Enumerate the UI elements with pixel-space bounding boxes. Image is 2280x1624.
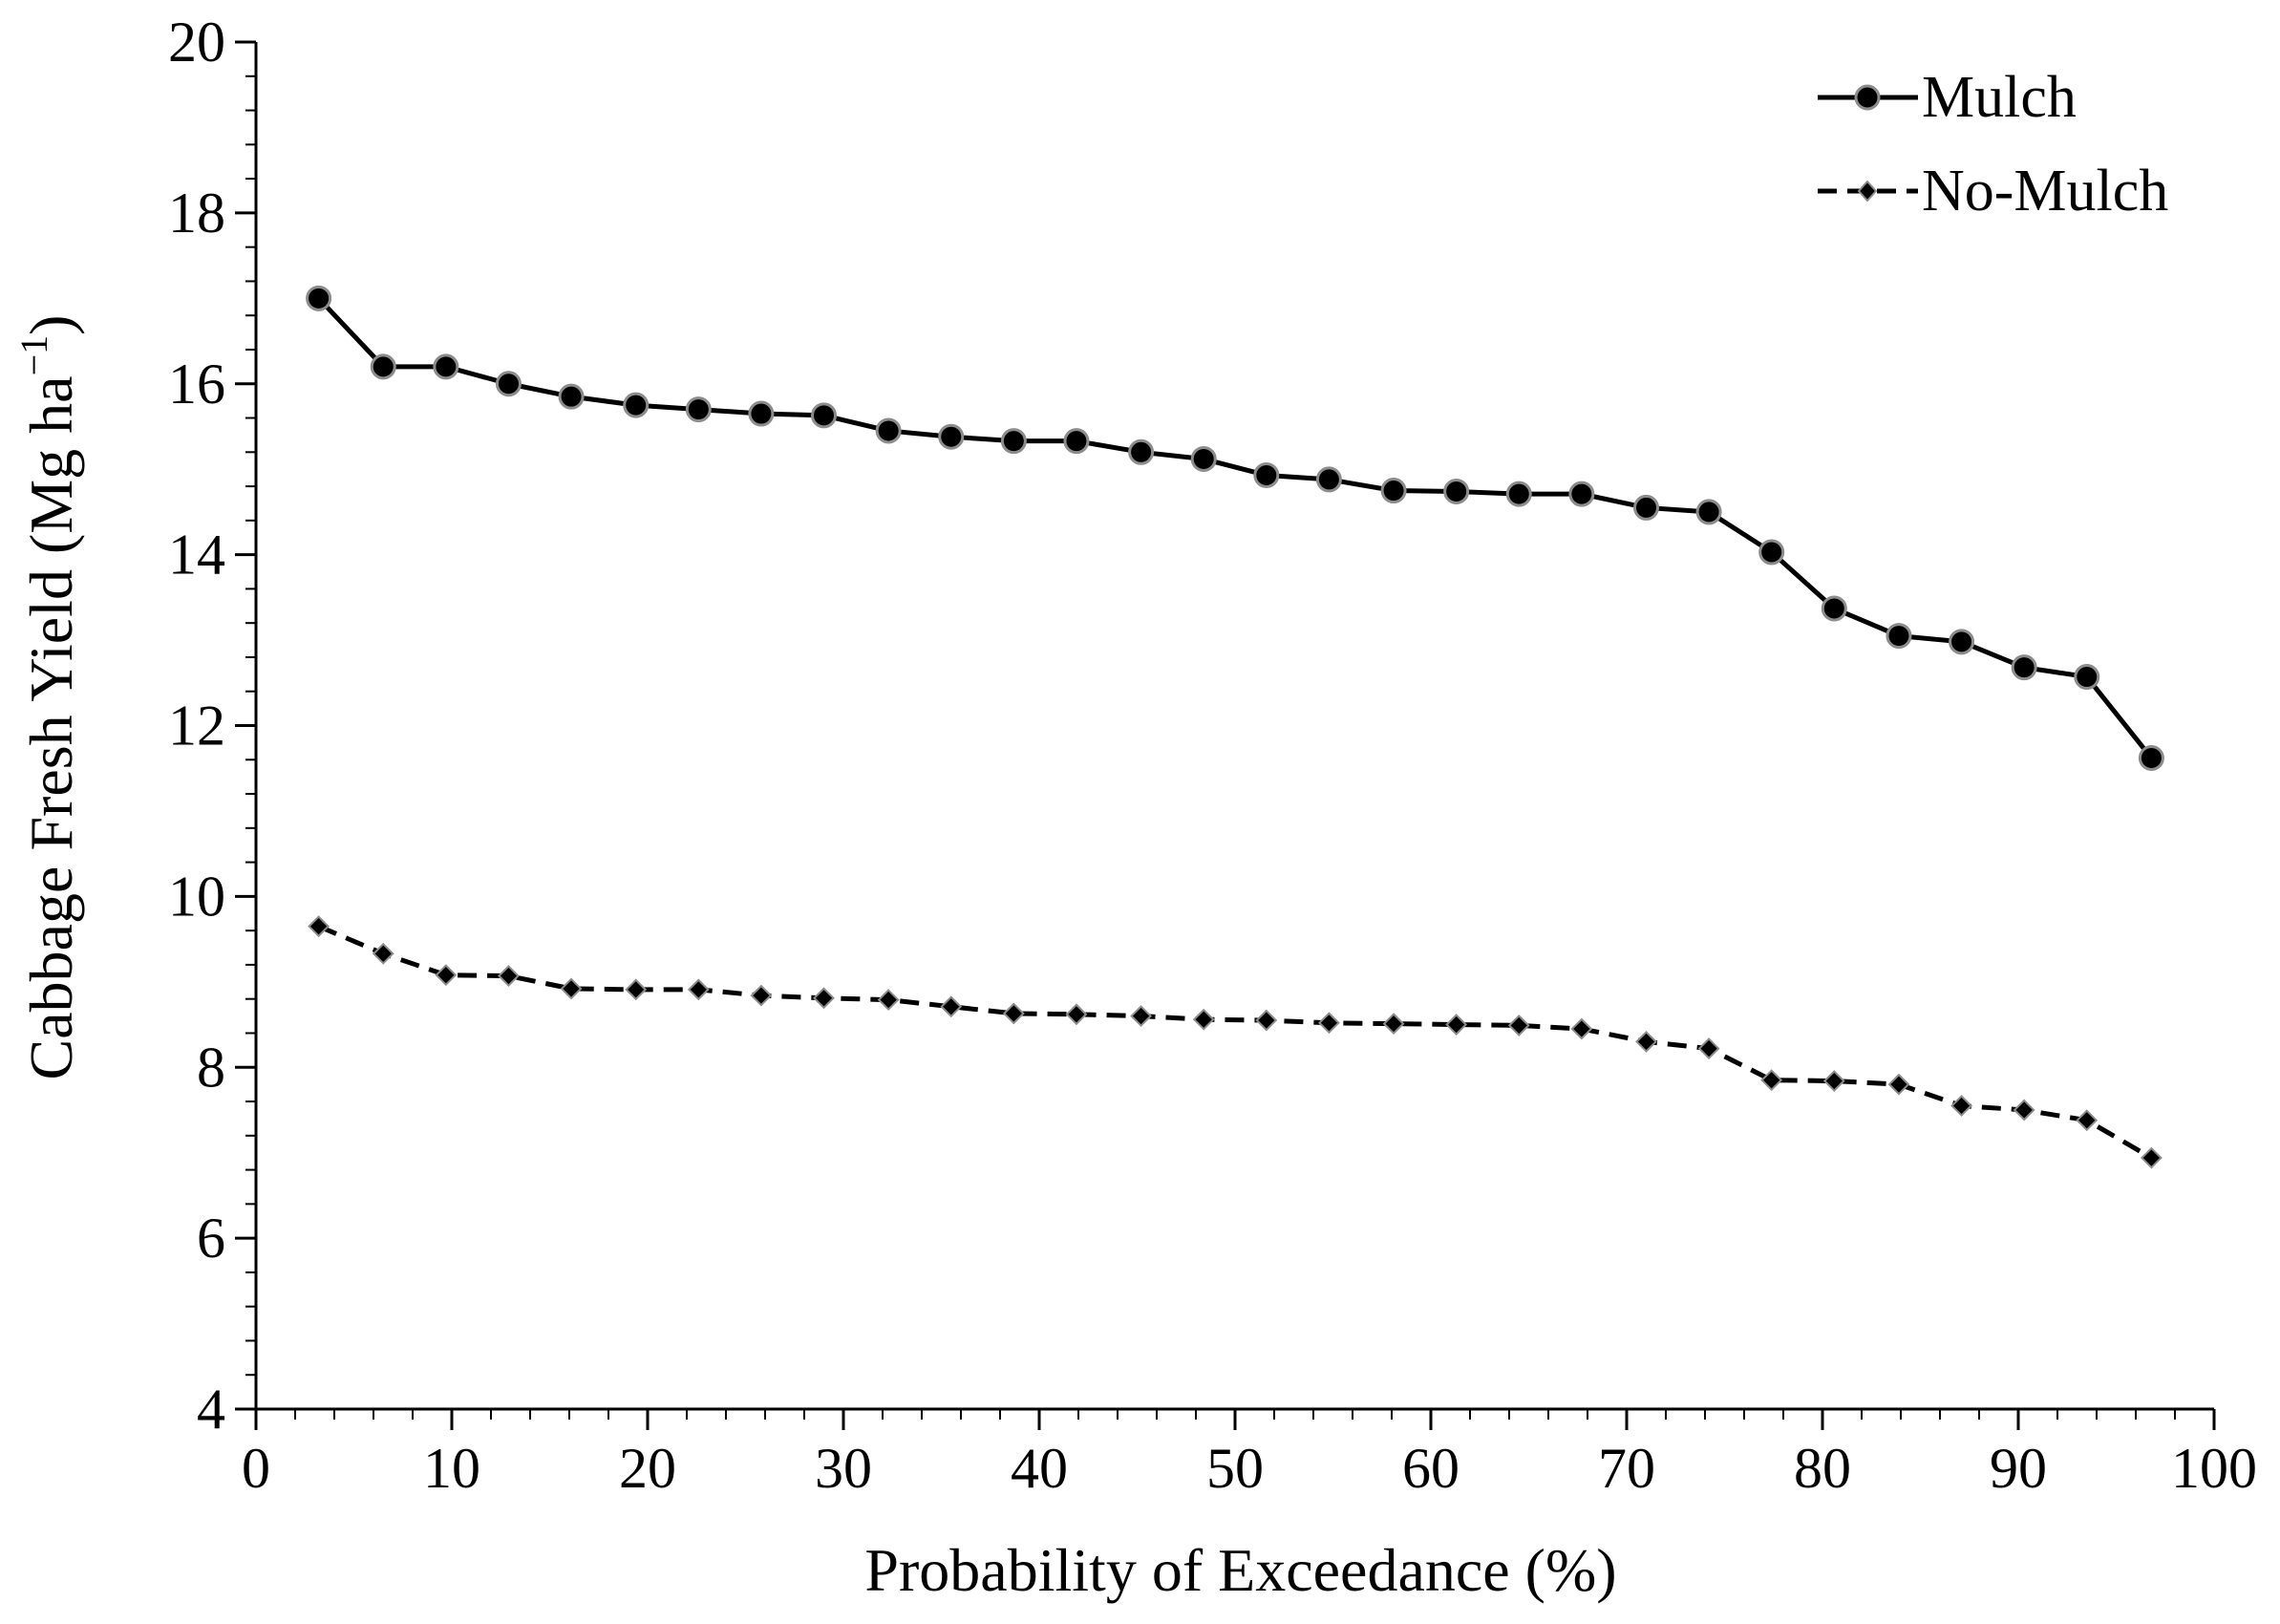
data-point-mulch (1063, 428, 1090, 455)
data-point-mulch (1315, 466, 1342, 493)
data-point-no-mulch (1065, 1003, 1088, 1026)
data-point-mulch (433, 353, 459, 380)
data-point-mulch (1443, 478, 1470, 504)
data-point-no-mulch (1445, 1014, 1468, 1036)
data-point-mulch (1253, 461, 1280, 488)
data-point-no-mulch (1255, 1009, 1278, 1032)
data-point-mulch (1128, 438, 1155, 465)
x-tick-label: 0 (242, 1437, 270, 1500)
legend-no-mulch-label: No-Mulch (1922, 159, 2168, 224)
data-point-mulch (1949, 629, 1975, 655)
axes: 4 6 8 10 12 14 16 18 20 0 10 20 30 40 50 60 70 80 90 100 (168, 11, 2257, 1500)
legend-no-mulch-marker (1857, 180, 1878, 203)
data-point-mulch (1000, 428, 1027, 455)
data-point-mulch (370, 353, 396, 380)
y-tick-label: 18 (168, 182, 225, 245)
y-tick-label: 8 (197, 1036, 225, 1099)
series-line-no-mulch (317, 924, 2153, 1161)
data-point-mulch (1380, 478, 1407, 504)
data-point-no-mulch (1002, 1002, 1025, 1025)
data-point-no-mulch (560, 977, 583, 1000)
data-point-mulch (1505, 481, 1532, 507)
data-point-no-mulch (1382, 1013, 1405, 1036)
data-point-no-mulch (372, 942, 394, 965)
y-axis-title: Cabbage Fresh Yield (Mg ha−1) (12, 315, 85, 1080)
data-point-no-mulch (877, 989, 900, 1012)
y-tick-label: 14 (168, 524, 225, 587)
data-point-no-mulch (2013, 1099, 2035, 1122)
data-point-mulch (558, 383, 585, 410)
x-tick-label: 40 (1011, 1437, 1068, 1500)
data-point-no-mulch (1317, 1012, 1340, 1035)
x-tick-label: 10 (423, 1437, 480, 1500)
data-point-mulch (1633, 494, 1659, 521)
y-tick-label: 10 (168, 865, 225, 928)
data-point-mulch (1568, 481, 1595, 507)
data-point-no-mulch (2140, 1146, 2163, 1169)
data-point-no-mulch (1887, 1073, 1910, 1096)
x-tick-label: 30 (815, 1437, 872, 1500)
x-tick-label: 60 (1402, 1437, 1460, 1500)
data-point-no-mulch (625, 978, 648, 1001)
data-point-no-mulch (308, 915, 330, 938)
y-tick-label: 20 (168, 11, 225, 74)
legend-mulch-label: Mulch (1922, 65, 2077, 130)
data-point-no-mulch (1950, 1095, 1972, 1117)
y-tick-label: 6 (197, 1207, 225, 1270)
data-point-mulch (2074, 664, 2100, 691)
data-point-no-mulch (435, 964, 458, 987)
data-point-no-mulch (940, 995, 963, 1018)
data-point-mulch (748, 400, 775, 427)
data-point-no-mulch (1507, 1015, 1530, 1036)
series-layer (306, 285, 2164, 1169)
x-tick-label: 70 (1598, 1437, 1655, 1500)
series-line-mulch (316, 296, 2154, 760)
data-point-mulch (875, 417, 902, 444)
x-axis-title: Probability of Exceedance (%) (864, 1536, 1616, 1604)
data-point-no-mulch (1192, 1008, 1215, 1031)
x-tick-label: 100 (2171, 1437, 2257, 1500)
x-tick-label: 20 (619, 1437, 676, 1500)
data-point-mulch (938, 423, 965, 450)
data-point-mulch (306, 285, 332, 311)
data-point-no-mulch (813, 987, 835, 1010)
data-point-no-mulch (750, 984, 773, 1007)
x-tick-label: 90 (1990, 1437, 2047, 1500)
y-tick-label: 12 (168, 694, 225, 758)
data-point-mulch (1758, 539, 1785, 566)
data-point-no-mulch (2076, 1109, 2099, 1132)
data-point-mulch (685, 396, 712, 423)
x-tick-label: 80 (1794, 1437, 1851, 1500)
data-point-mulch (1695, 499, 1722, 525)
y-axis-title-superscript: −1 (12, 335, 55, 376)
data-point-mulch (2011, 654, 2037, 681)
data-point-mulch (2138, 744, 2164, 771)
data-point-mulch (495, 371, 522, 397)
data-point-mulch (1190, 445, 1217, 472)
data-point-no-mulch (1697, 1037, 1720, 1059)
data-point-mulch (1886, 623, 1912, 650)
data-point-mulch (811, 402, 837, 429)
data-point-mulch (623, 392, 650, 418)
data-point-no-mulch (687, 978, 710, 1001)
data-point-no-mulch (498, 965, 520, 987)
x-tick-label: 50 (1206, 1437, 1264, 1500)
y-tick-label: 4 (197, 1378, 225, 1441)
data-point-no-mulch (1130, 1005, 1153, 1028)
legend: Mulch No-Mulch (1818, 65, 2168, 224)
data-point-no-mulch (1570, 1017, 1593, 1040)
data-point-no-mulch (1635, 1031, 1657, 1053)
y-tick-label: 16 (168, 353, 225, 416)
data-point-mulch (1821, 595, 1847, 622)
legend-mulch-marker (1854, 84, 1881, 111)
data-point-no-mulch (1822, 1070, 1845, 1092)
data-point-no-mulch (1760, 1069, 1783, 1092)
